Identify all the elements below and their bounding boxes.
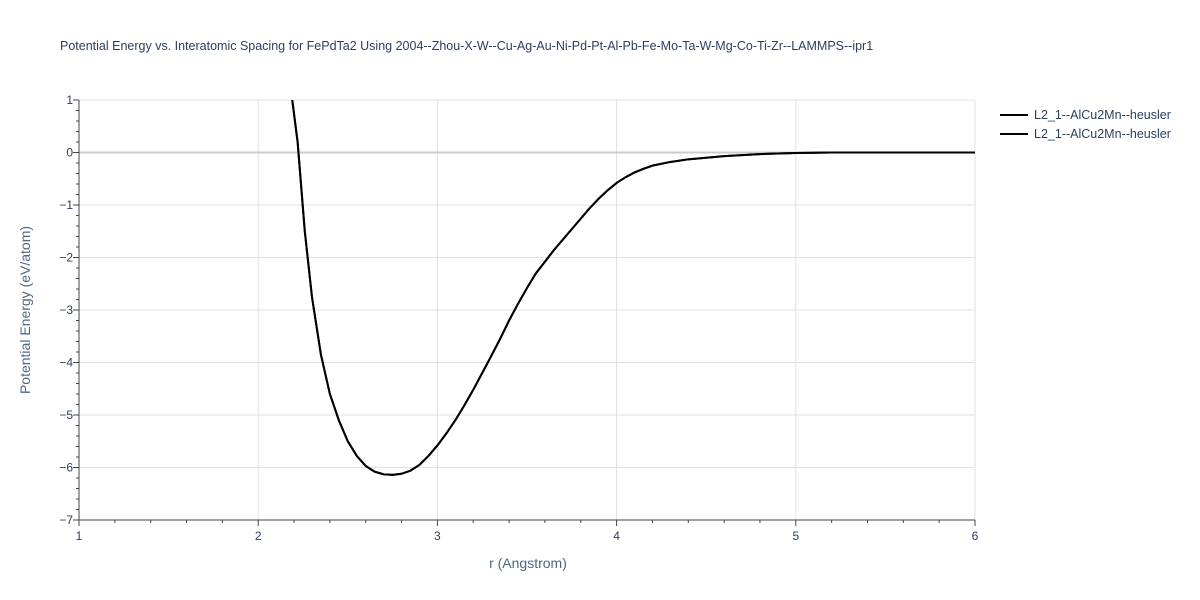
x-tick-label: 2 [255, 529, 262, 543]
x-tick-label: 5 [792, 529, 799, 543]
x-tick-label: 4 [613, 529, 620, 543]
series-line [291, 100, 975, 476]
y-tick-label: −7 [59, 513, 73, 527]
grid [79, 99, 976, 520]
legend: L2_1--AlCu2Mn--heusler L2_1--AlCu2Mn--heu… [1000, 108, 1171, 141]
y-tick-label: −4 [59, 356, 73, 370]
series-line [291, 100, 975, 476]
axes: 1 2 3 4 5 6 1 0 −1 −2 −3 −4 −5 −6 −7 [59, 93, 978, 543]
y-axis-title: Potential Energy (eV/atom) [17, 226, 33, 394]
x-tick-label: 1 [76, 529, 83, 543]
legend-label: L2_1--AlCu2Mn--heusler [1034, 127, 1171, 141]
y-tick-label: −3 [59, 303, 73, 317]
x-tick-label: 3 [434, 529, 441, 543]
chart-title: Potential Energy vs. Interatomic Spacing… [60, 39, 873, 53]
y-tick-label: 0 [66, 146, 73, 160]
y-tick-label: −2 [59, 251, 73, 265]
y-tick-label: 1 [66, 93, 73, 107]
x-tick-label: 6 [972, 529, 979, 543]
x-axis-title: r (Angstrom) [489, 555, 567, 571]
legend-label: L2_1--AlCu2Mn--heusler [1034, 108, 1171, 122]
y-tick-label: −5 [59, 408, 73, 422]
plot-area [291, 100, 975, 476]
y-tick-label: −6 [59, 461, 73, 475]
y-tick-label: −1 [59, 198, 73, 212]
